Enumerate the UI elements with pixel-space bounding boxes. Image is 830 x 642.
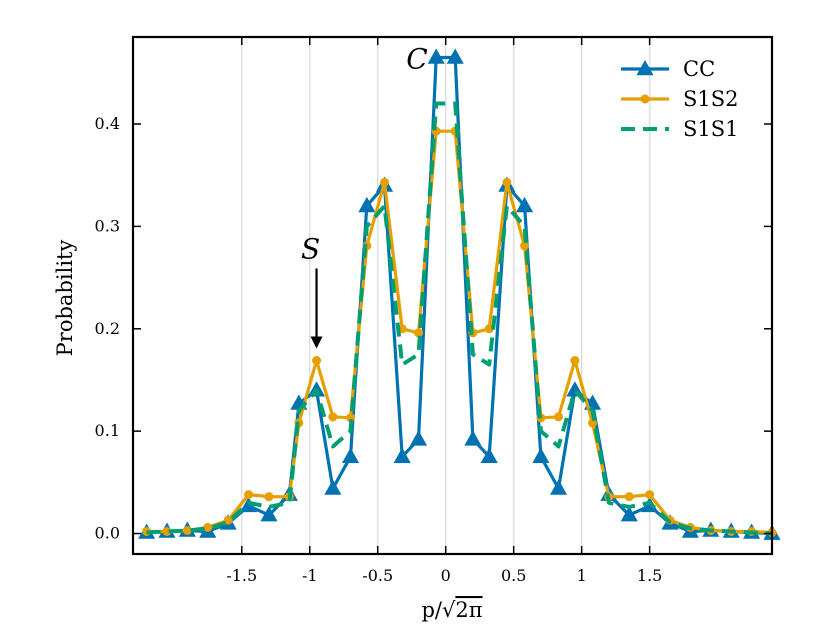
legend-item-s1s2: S1S2 [621,87,739,111]
data-point-s1s2 [502,177,512,187]
legend-marker-s1s2 [640,94,650,104]
series-line-s1s2 [146,129,773,535]
legend-label-s1s2: S1S2 [683,87,739,111]
plot-frame [131,35,774,556]
data-point-cc [341,447,360,464]
y-axis-title: Probability [53,240,77,357]
annotation-arrowhead [310,336,323,349]
data-point-s1s2 [588,418,598,428]
x-tick-label: 0.5 [501,566,526,585]
x-tick-label: -0.5 [362,566,393,585]
legend: CC S1S2 S1S1 [621,57,739,141]
legend-label-s1s1: S1S1 [683,117,739,141]
data-point-cc [446,48,464,64]
y-tick-label: 0.4 [95,114,120,133]
legend-marker-cc [636,60,654,76]
data-point-s1s2 [380,177,390,187]
data-point-cc [324,479,342,495]
y-tick-label: 0.0 [95,524,120,543]
data-point-cc [260,506,278,522]
annotation-s: S [301,233,320,266]
data-point-s1s2 [414,328,424,338]
series-line-s1s1 [146,101,773,536]
x-axis-title-sqrt: √ [442,598,456,622]
data-point-cc [516,196,534,213]
axes [131,35,774,556]
legend-label-cc: CC [683,57,715,81]
data-point-cc [532,447,550,464]
data-point-cc [358,196,376,213]
data-point-s1s2 [223,515,233,525]
x-axis-title-pre: p/ [421,598,442,622]
x-axis-title: p/√2π [421,598,482,622]
series-group [138,48,781,540]
data-point-cc [393,447,411,464]
data-point-s1s2 [645,490,655,500]
series-line-cc [146,55,773,536]
data-point-cc [549,479,568,495]
data-point-s1s2 [520,241,530,251]
x-tick-label: 1.5 [637,566,662,585]
x-tick-label: -1.5 [226,566,257,585]
x-axis-title-radicand: 2π [455,598,482,622]
x-tick-label: -1 [302,566,318,585]
data-point-cc [464,430,482,446]
x-tick-label: 0 [441,566,451,585]
y-tick-label: 0.2 [95,319,120,338]
series-s1s1 [146,101,773,536]
legend-item-cc: CC [621,57,715,81]
x-tick-label: 1 [577,566,587,585]
data-point-s1s2 [328,412,338,422]
data-point-s1s2 [624,492,634,502]
data-point-cc [620,506,638,522]
data-point-s1s2 [182,525,192,535]
tick-marks: -1.5 -1 -0.5 0 0.5 1 1.5 0.0 0.1 0.2 0.3 0.4 [95,37,772,585]
annotation-c: C [406,42,427,75]
y-tick-label: 0.3 [95,216,120,235]
grid-lines [241,37,651,554]
data-point-s1s2 [162,526,172,536]
data-point-s1s2 [264,492,274,502]
series-s1s2 [142,126,777,538]
data-point-cc [427,48,445,64]
data-point-s1s2 [312,356,322,366]
data-point-s1s2 [570,356,580,366]
data-point-cc [480,447,498,464]
data-point-cc [409,430,428,446]
data-point-s1s2 [203,522,213,532]
annotations: CS [301,42,428,349]
legend-item-s1s1: S1S1 [621,117,739,141]
data-point-s1s2 [244,490,254,500]
data-point-s1s2 [554,412,564,422]
y-tick-label: 0.1 [95,421,120,440]
